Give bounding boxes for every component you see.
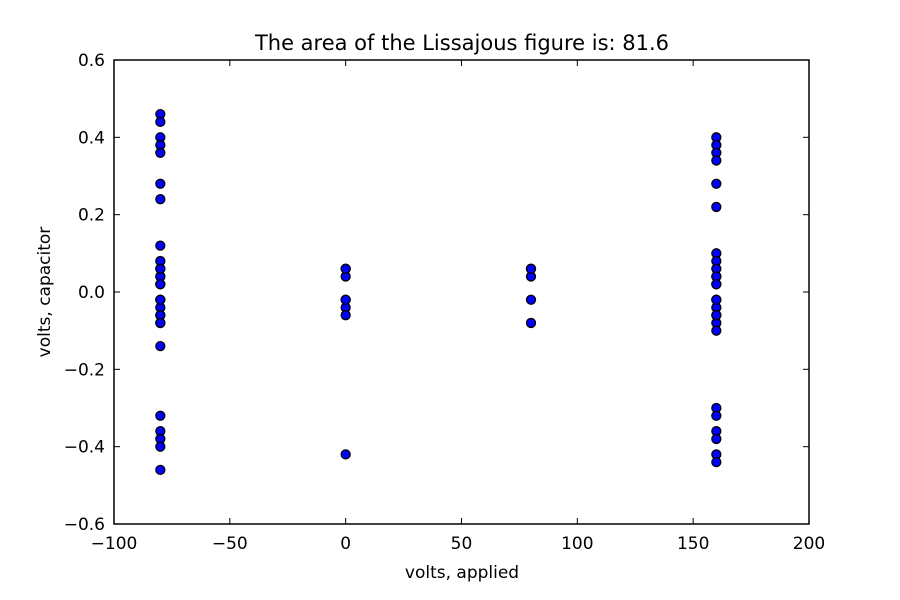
data-point (155, 294, 166, 305)
data-point (155, 178, 166, 189)
data-point (155, 147, 166, 158)
chart-title: The area of the Lissajous figure is: 81.… (254, 31, 669, 55)
data-point (711, 155, 722, 166)
data-point (711, 433, 722, 445)
data-point (340, 449, 351, 460)
x-tick-label: −100 (91, 534, 138, 554)
data-point (711, 325, 722, 336)
x-axis-label: volts, applied (405, 563, 519, 583)
data-point (155, 410, 166, 421)
data-point (155, 240, 166, 251)
data-point (525, 263, 537, 274)
data-point (525, 317, 537, 329)
data-point (711, 201, 722, 213)
data-points (155, 108, 722, 476)
data-point (155, 194, 166, 205)
data-point (340, 310, 351, 321)
data-point (155, 441, 166, 452)
y-axis-label: volts, capacitor (35, 227, 55, 358)
data-point (711, 310, 722, 321)
y-tick-label: 0.4 (78, 128, 105, 148)
plot-frame (113, 59, 810, 525)
data-point (340, 294, 351, 305)
data-point (155, 464, 166, 476)
y-tick-label: 0.2 (78, 206, 105, 226)
data-point (525, 294, 537, 305)
data-point (340, 263, 351, 274)
x-axis-ticks: −100 −50 0 50 100 150 200 (91, 60, 825, 554)
y-axis-ticks: 0.6 0.4 0.2 0.0 −0.2 −0.4 −0.6 (64, 51, 809, 535)
y-tick-label: 0.6 (78, 51, 105, 71)
data-point (155, 340, 166, 352)
x-tick-label: 50 (451, 534, 473, 554)
x-tick-label: 100 (561, 534, 593, 554)
x-tick-label: −50 (212, 534, 248, 554)
data-point (711, 294, 722, 305)
data-point (155, 263, 166, 274)
data-point (711, 178, 722, 189)
y-tick-label: −0.4 (64, 438, 105, 458)
data-point (711, 279, 722, 290)
data-point (711, 456, 722, 468)
data-point (155, 317, 166, 329)
y-tick-label: 0.0 (78, 283, 105, 303)
x-tick-label: 150 (677, 534, 709, 554)
data-point (711, 410, 722, 421)
y-tick-label: −0.2 (64, 360, 105, 380)
y-tick-label: −0.6 (64, 515, 105, 535)
data-point (155, 279, 166, 290)
x-tick-label: 0 (340, 534, 351, 554)
data-point (155, 116, 166, 128)
x-tick-label: 200 (793, 534, 825, 554)
